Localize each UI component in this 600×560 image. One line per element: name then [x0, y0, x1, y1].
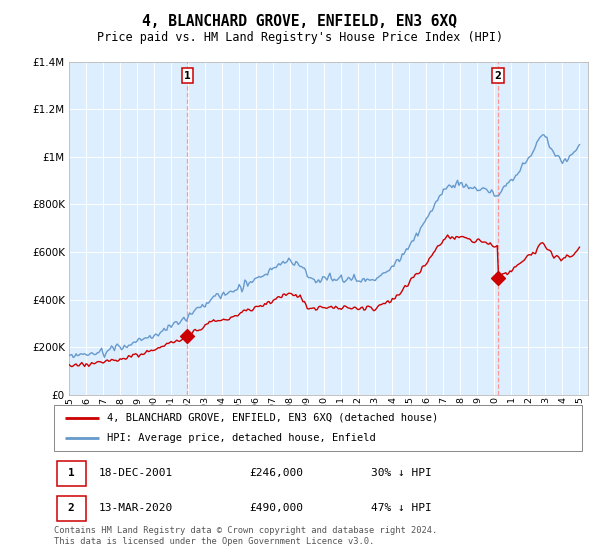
- Text: 30% ↓ HPI: 30% ↓ HPI: [371, 468, 431, 478]
- Text: 2: 2: [494, 71, 502, 81]
- Text: £246,000: £246,000: [250, 468, 304, 478]
- FancyBboxPatch shape: [56, 460, 86, 486]
- Text: 18-DEC-2001: 18-DEC-2001: [99, 468, 173, 478]
- Point: [493, 274, 503, 283]
- Text: 47% ↓ HPI: 47% ↓ HPI: [371, 503, 431, 513]
- Text: Contains HM Land Registry data © Crown copyright and database right 2024.
This d: Contains HM Land Registry data © Crown c…: [54, 526, 437, 546]
- Text: HPI: Average price, detached house, Enfield: HPI: Average price, detached house, Enfi…: [107, 433, 376, 443]
- Text: £490,000: £490,000: [250, 503, 304, 513]
- Text: Price paid vs. HM Land Registry's House Price Index (HPI): Price paid vs. HM Land Registry's House …: [97, 31, 503, 44]
- Text: 4, BLANCHARD GROVE, ENFIELD, EN3 6XQ (detached house): 4, BLANCHARD GROVE, ENFIELD, EN3 6XQ (de…: [107, 413, 438, 423]
- FancyBboxPatch shape: [54, 405, 582, 451]
- FancyBboxPatch shape: [56, 496, 86, 521]
- Text: 2: 2: [68, 503, 74, 513]
- Text: 4, BLANCHARD GROVE, ENFIELD, EN3 6XQ: 4, BLANCHARD GROVE, ENFIELD, EN3 6XQ: [143, 14, 458, 29]
- Point: [182, 332, 192, 340]
- Text: 1: 1: [68, 468, 74, 478]
- Text: 1: 1: [184, 71, 191, 81]
- Text: 13-MAR-2020: 13-MAR-2020: [99, 503, 173, 513]
